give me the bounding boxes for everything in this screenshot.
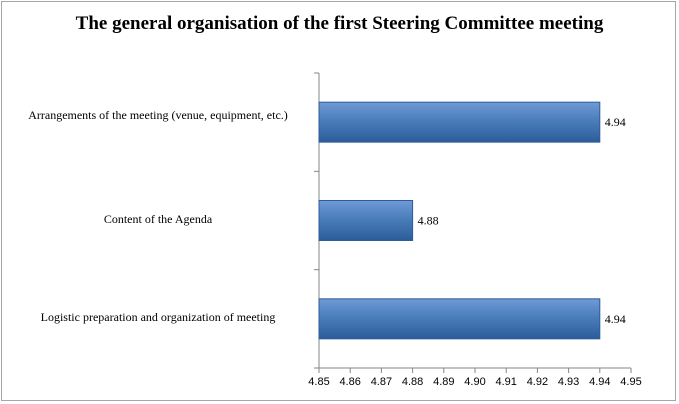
x-tick-label: 4.89 [433, 376, 454, 388]
bar [318, 200, 414, 241]
category-label: Arrangements of the meeting (venue, equi… [28, 108, 288, 122]
bar [318, 298, 601, 340]
category-label: Content of the Agenda [103, 212, 213, 226]
x-tick-label: 4.93 [558, 376, 579, 388]
x-tick-label: 4.86 [339, 376, 360, 388]
x-tick-label: 4.85 [308, 376, 329, 388]
data-label: 4.94 [605, 115, 626, 129]
x-tick-label: 4.88 [402, 376, 423, 388]
chart-title: The general organisation of the first St… [75, 13, 604, 34]
x-tick-label: 4.95 [620, 376, 641, 388]
x-tick-label: 4.92 [527, 376, 548, 388]
x-tick-label: 4.91 [495, 376, 516, 388]
x-tick-label: 4.94 [589, 376, 610, 388]
bar [318, 101, 601, 143]
data-label: 4.88 [418, 214, 439, 228]
x-tick-label: 4.90 [464, 376, 485, 388]
category-label: Logistic preparation and organization of… [40, 310, 276, 324]
x-tick-label: 4.87 [371, 376, 392, 388]
data-label: 4.94 [605, 312, 626, 326]
